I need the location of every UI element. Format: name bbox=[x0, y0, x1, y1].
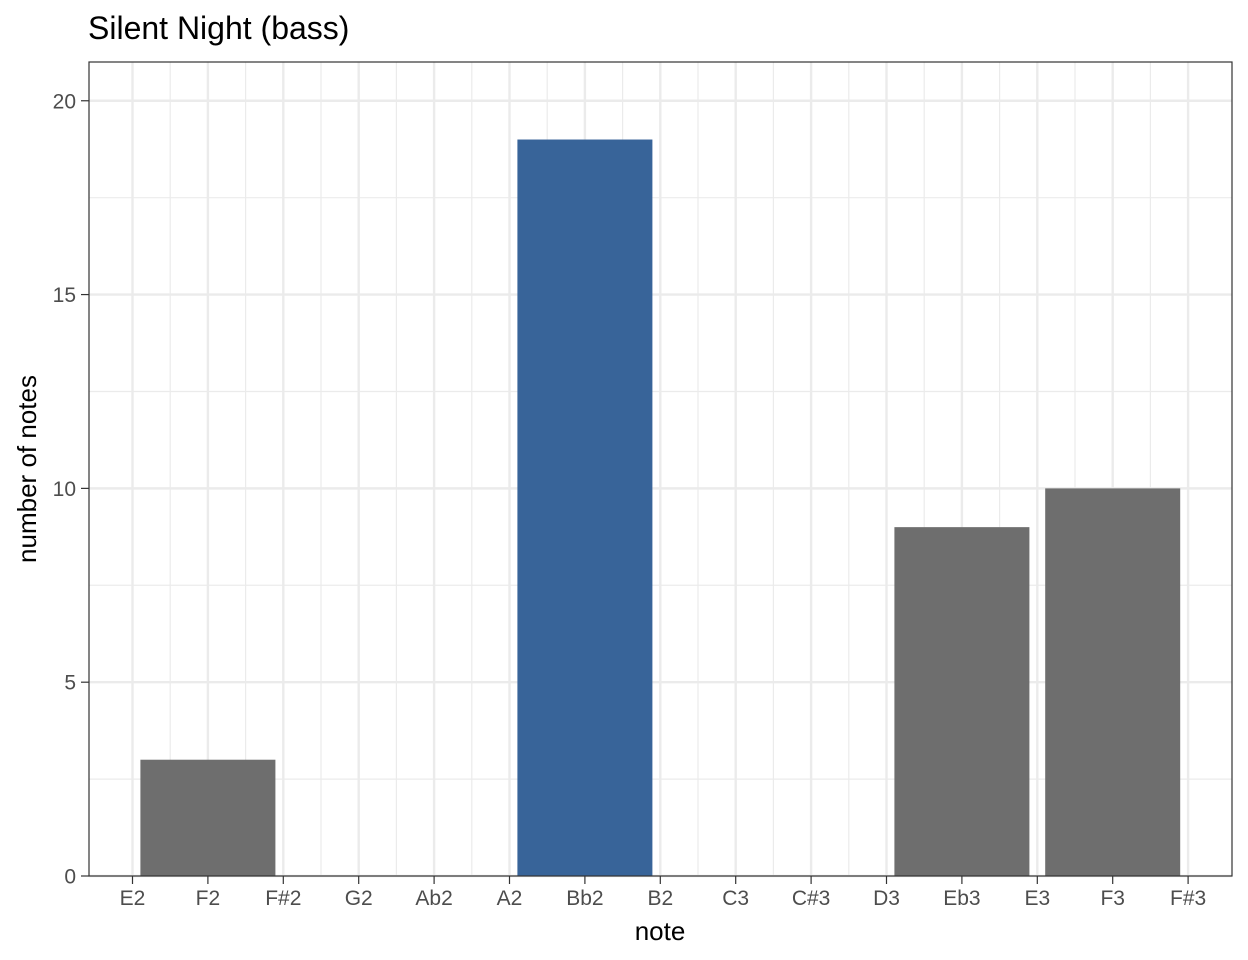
x-tick-label: C#3 bbox=[792, 887, 831, 910]
x-tick-label: F3 bbox=[1100, 887, 1125, 910]
x-tick-label: F2 bbox=[196, 887, 221, 910]
y-tick-label: 20 bbox=[53, 90, 76, 113]
x-axis-title: note bbox=[635, 916, 686, 946]
axis-ticks: 0 5 10 15 20 E2 F2 F#2 G2 Ab2 A2 Bb2 B2 C3 C#3 D3 Eb3 E3 F… bbox=[53, 90, 1207, 910]
x-tick-label: D3 bbox=[873, 887, 900, 910]
x-tick-label: B2 bbox=[647, 887, 673, 910]
bar-bb2 bbox=[517, 139, 653, 876]
bars bbox=[140, 139, 1181, 876]
gridlines bbox=[89, 62, 1232, 878]
bar-eb3 bbox=[894, 527, 1030, 876]
x-tick-label: A2 bbox=[497, 887, 523, 910]
x-tick-label: F#2 bbox=[265, 887, 301, 910]
x-tick-label: F#3 bbox=[1170, 887, 1206, 910]
x-tick-label: E3 bbox=[1024, 887, 1050, 910]
y-tick-label: 0 bbox=[64, 866, 76, 889]
y-axis-title: number of notes bbox=[12, 375, 42, 563]
x-tick-label: C3 bbox=[722, 887, 749, 910]
x-tick-label: Eb3 bbox=[943, 887, 980, 910]
chart-title: Silent Night (bass) bbox=[88, 10, 349, 46]
x-tick-label: Bb2 bbox=[566, 887, 603, 910]
x-tick-label: E2 bbox=[120, 887, 146, 910]
y-tick-label: 10 bbox=[53, 478, 76, 501]
y-tick-label: 15 bbox=[53, 284, 76, 307]
bar-f2 bbox=[140, 759, 276, 876]
bar-f3 bbox=[1045, 488, 1181, 876]
y-tick-label: 5 bbox=[64, 672, 76, 695]
x-tick-label: Ab2 bbox=[415, 887, 452, 910]
x-tick-label: G2 bbox=[345, 887, 373, 910]
